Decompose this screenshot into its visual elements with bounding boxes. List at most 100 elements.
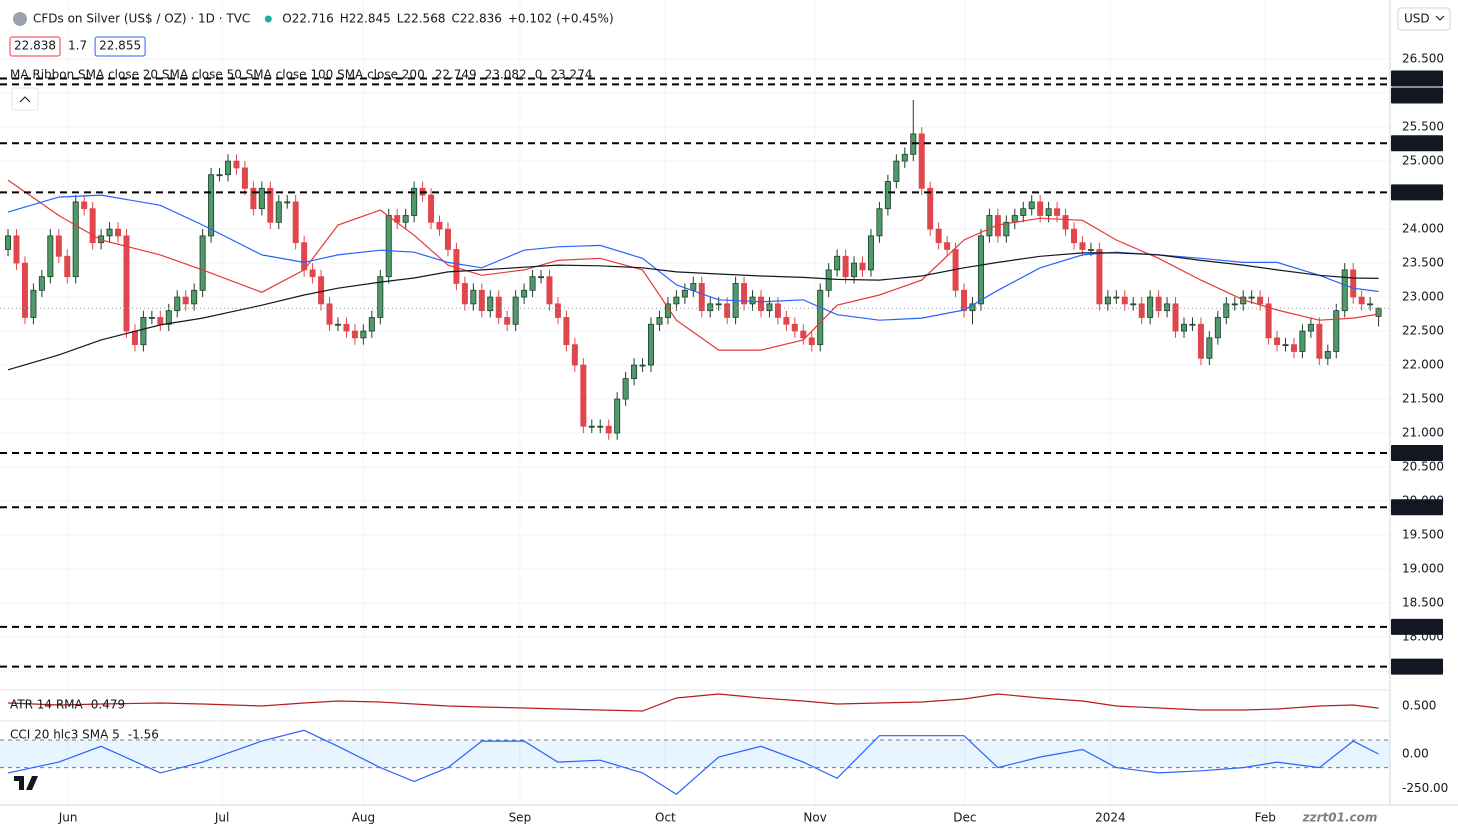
candle-body xyxy=(681,289,688,298)
level-label: 25.262 xyxy=(1394,136,1440,150)
x-tick-label: Jun xyxy=(58,811,78,825)
moving-average-line xyxy=(7,194,1379,321)
candle-body xyxy=(1265,303,1272,339)
candle-body xyxy=(157,317,164,325)
ohlc-label: C xyxy=(451,12,459,26)
y-tick-label: 19.500 xyxy=(1402,528,1444,542)
time-axis xyxy=(0,805,1458,833)
indicator-title: MA Ribbon SMA close 20 SMA close 50 SMA … xyxy=(10,68,425,82)
candle-body xyxy=(504,317,511,325)
level-label-box xyxy=(1391,135,1443,152)
y-tick-label: 19.000 xyxy=(1402,561,1444,575)
candle-body xyxy=(563,317,570,346)
candle-body xyxy=(588,425,595,428)
candle-body xyxy=(1333,310,1340,352)
candle-body xyxy=(1011,215,1018,223)
candle-body xyxy=(673,296,680,305)
candle-body xyxy=(1155,296,1162,312)
price-change: +0.102 (+0.45%) xyxy=(508,12,614,26)
candle-body xyxy=(1079,242,1086,250)
candle-body xyxy=(1138,303,1145,318)
bid-price: 22.838 xyxy=(14,39,56,53)
y-tick-label: 21.000 xyxy=(1402,426,1444,440)
candle-body xyxy=(1003,221,1010,237)
candle-body xyxy=(1299,330,1306,352)
candle-body xyxy=(89,208,96,244)
indicator-title: ATR 14 RMA xyxy=(10,698,84,712)
collapse-button[interactable] xyxy=(11,87,39,111)
candle-body xyxy=(648,323,655,366)
candle-body xyxy=(580,364,587,427)
x-tick-label: Jul xyxy=(214,811,229,825)
candle-body xyxy=(817,289,824,346)
candle-body xyxy=(233,160,240,169)
candle-body xyxy=(977,235,984,305)
symbol-icon xyxy=(13,12,27,26)
candle-body xyxy=(487,296,494,312)
candle-body xyxy=(1071,228,1078,244)
x-tick-label: Dec xyxy=(953,811,976,825)
candle-body xyxy=(140,317,147,346)
spread: 1.7 xyxy=(68,39,87,53)
candle-body xyxy=(123,235,130,332)
candle-body xyxy=(250,187,257,210)
candle-body xyxy=(191,289,198,305)
candle-body xyxy=(1324,351,1331,359)
candle-body xyxy=(1062,215,1069,230)
candle-body xyxy=(597,425,604,428)
candle-body xyxy=(774,303,781,318)
candle-body xyxy=(690,283,697,291)
ohlc-value: 22.845 xyxy=(349,12,391,26)
candle-body xyxy=(1121,296,1128,305)
y-tick-label: 25.000 xyxy=(1402,154,1444,168)
candle-body xyxy=(927,187,934,230)
candle-body xyxy=(935,228,942,244)
candle-body xyxy=(1341,269,1348,312)
candle-body xyxy=(1197,323,1204,359)
candle-body xyxy=(343,323,350,332)
candle-body xyxy=(1096,249,1103,305)
candle-body xyxy=(631,364,638,380)
y-tick-label: 22.000 xyxy=(1402,358,1444,372)
candle-body xyxy=(961,289,968,312)
candle-body xyxy=(21,262,28,318)
status-dot xyxy=(264,15,272,23)
candle-body xyxy=(148,317,155,319)
logo xyxy=(14,776,38,790)
candle-body xyxy=(106,228,113,237)
level-label-box xyxy=(1391,445,1443,462)
candle-body xyxy=(741,283,748,305)
candle-body xyxy=(1316,323,1323,359)
indicator-value: 22.749 xyxy=(435,68,477,82)
y-tick-label: 20.500 xyxy=(1402,460,1444,474)
moving-average-line xyxy=(7,252,1379,371)
candle-body xyxy=(411,187,418,216)
candle-body xyxy=(1020,208,1027,216)
ohlc-value: 22.716 xyxy=(292,12,334,26)
level-label: 20.706 xyxy=(1394,446,1440,460)
candle-body xyxy=(859,262,866,271)
candle-body xyxy=(241,167,248,189)
currency-button[interactable] xyxy=(1397,7,1451,31)
candle-body xyxy=(351,330,358,339)
candle-body xyxy=(428,194,435,223)
atr-line xyxy=(7,693,1379,712)
candle-body xyxy=(199,235,206,291)
candle-body xyxy=(1037,201,1044,216)
y-tick-label: 26.500 xyxy=(1402,52,1444,66)
candle-body xyxy=(1164,303,1171,312)
ohlc-label: O xyxy=(282,12,291,26)
candle-body xyxy=(267,187,274,223)
candle-body xyxy=(884,181,891,210)
candle-body xyxy=(622,378,629,400)
candle-body xyxy=(1307,323,1314,332)
y-tick-label: 24.000 xyxy=(1402,222,1444,236)
candle-body xyxy=(521,289,528,298)
candle-body xyxy=(605,425,612,434)
candle-body xyxy=(969,303,976,312)
candle-body xyxy=(554,303,561,318)
candle-body xyxy=(808,337,815,346)
candle-body xyxy=(639,364,646,367)
collapse-icon xyxy=(19,96,31,103)
